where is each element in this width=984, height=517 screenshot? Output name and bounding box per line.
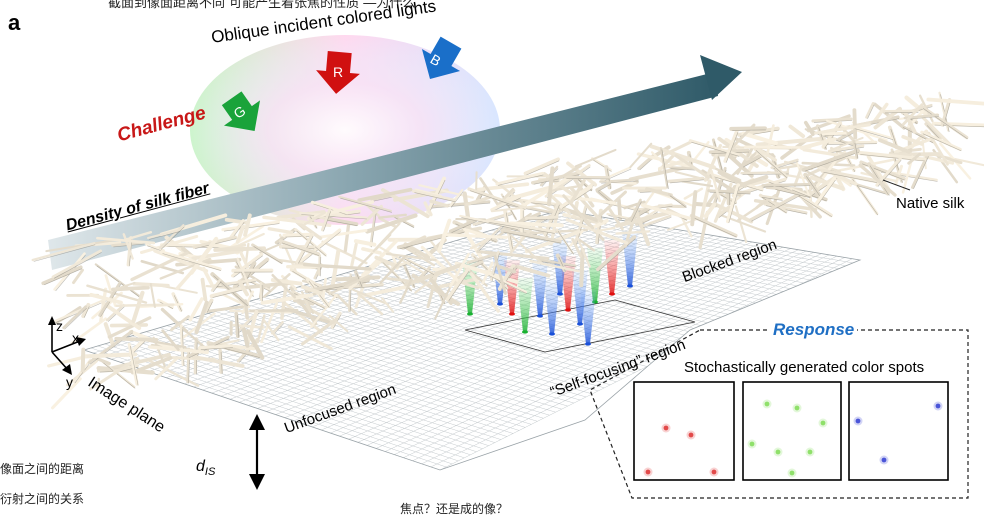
silk-fiber (465, 194, 469, 226)
silk-fiber (246, 244, 248, 263)
silk-fiber (476, 172, 477, 191)
silk-fiber (891, 154, 940, 155)
silk-fiber (388, 279, 418, 283)
focus-spot (627, 284, 633, 287)
color-spot (765, 402, 770, 407)
silk-fiber (345, 224, 348, 251)
focus-spot (609, 292, 615, 295)
silk-fiber-shadow (593, 160, 611, 172)
red-spots-panel (634, 382, 734, 480)
silk-fiber (444, 235, 506, 238)
dis-label-main: d (196, 458, 205, 475)
color-spot (936, 404, 941, 409)
stochastic-label: Stochastically generated color spots (684, 359, 924, 376)
focus-spot (509, 312, 515, 315)
color-spot (712, 470, 717, 475)
color-spot (808, 450, 813, 455)
color-spot (790, 471, 795, 476)
response-label: Response (770, 320, 857, 340)
silk-fiber (576, 150, 616, 166)
focus-spot (585, 342, 591, 345)
left-note-2: 衍射之间的关系 (0, 490, 84, 507)
silk-fiber (763, 184, 815, 185)
silk-fiber (824, 134, 846, 135)
color-spot (664, 426, 669, 431)
axis-z-label: z (56, 318, 63, 334)
silk-fiber (867, 103, 874, 117)
color-spot (856, 419, 861, 424)
color-spot (795, 406, 800, 411)
silk-fiber (194, 357, 243, 366)
left-note-1: 像面之间的距离 (0, 460, 84, 477)
blue-spots-panel (849, 382, 948, 480)
focus-spot (522, 330, 528, 333)
silk-fiber (288, 267, 315, 268)
color-spot (689, 433, 694, 438)
color-spot (646, 470, 651, 475)
silk-fiber-shadow (852, 128, 893, 140)
silk-fiber (352, 244, 356, 265)
silk-fiber (928, 100, 984, 105)
color-spot (882, 458, 887, 463)
axis-y-label: y (66, 374, 73, 390)
silk-fiber (116, 339, 156, 340)
dis-arrow (249, 414, 265, 490)
silk-fiber (49, 357, 86, 366)
color-spot (821, 421, 826, 426)
silk-fiber (669, 178, 703, 181)
bottom-note: 焦点？还是成的像？ (400, 500, 508, 517)
silk-fiber (363, 249, 380, 253)
silk-fiber-shadow (914, 156, 929, 189)
silk-fiber (731, 128, 765, 129)
silk-fiber (269, 229, 291, 233)
panel-letter: a (8, 10, 20, 36)
focus-spot (497, 302, 503, 305)
focus-spot (537, 314, 543, 317)
focus-spot (557, 292, 563, 295)
native-silk-label: Native silk (896, 195, 964, 212)
focus-spot (577, 322, 583, 325)
silk-fiber (321, 230, 366, 237)
green-spots-panel (743, 382, 841, 480)
dis-label-sub: IS (205, 466, 215, 478)
spot-panels (634, 382, 948, 480)
color-spot (750, 442, 755, 447)
silk-fiber (112, 325, 147, 326)
silk-fiber (151, 284, 155, 307)
dis-label: dIS (196, 458, 215, 478)
silk-fiber (884, 111, 918, 112)
silk-fiber (527, 218, 557, 219)
silk-fiber (203, 280, 206, 300)
color-spot (776, 450, 781, 455)
focus-spot (549, 332, 555, 335)
silk-fiber (117, 305, 174, 306)
silk-fiber (790, 127, 803, 137)
focus-spot (565, 308, 571, 311)
silk-fiber (284, 235, 311, 236)
silk-fiber (83, 354, 135, 356)
focus-spot (467, 312, 473, 315)
axis-x-label: x (72, 330, 79, 346)
red-arrow-label: R (333, 64, 343, 80)
silk-fiber (83, 350, 84, 371)
silk-fiber (854, 110, 855, 137)
